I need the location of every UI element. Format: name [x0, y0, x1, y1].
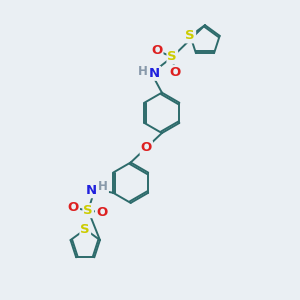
Text: O: O	[169, 66, 181, 79]
Text: S: S	[185, 29, 195, 42]
Text: O: O	[96, 206, 107, 219]
Text: S: S	[83, 204, 93, 217]
Text: O: O	[141, 141, 152, 154]
Text: N: N	[86, 184, 97, 197]
Text: N: N	[149, 67, 160, 80]
Text: O: O	[151, 44, 163, 57]
Text: H: H	[138, 65, 148, 78]
Text: S: S	[167, 50, 177, 64]
Text: S: S	[80, 223, 90, 236]
Text: H: H	[98, 180, 108, 193]
Text: O: O	[68, 201, 79, 214]
